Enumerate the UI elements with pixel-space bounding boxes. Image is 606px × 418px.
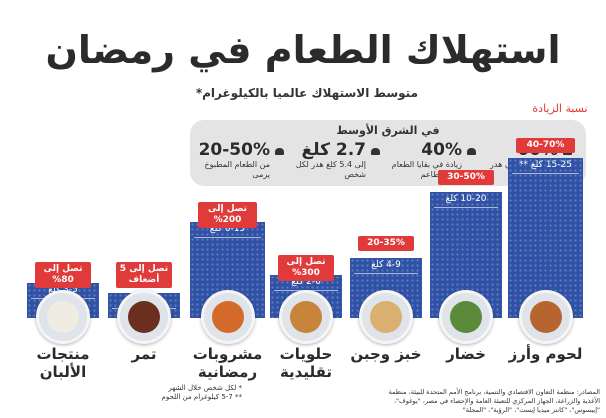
title: استهلاك الطعام في رمضان — [45, 28, 561, 72]
increase-tag: 20-35% — [358, 236, 414, 251]
increase-tag: تصل إلى 80% — [35, 262, 91, 288]
stat-value: 20-50% — [198, 140, 270, 160]
amount-label: 2-6 كلغ — [291, 277, 321, 287]
stat-icon — [371, 148, 380, 155]
food — [128, 301, 160, 333]
stat-value: 2.7 كلغ — [301, 140, 366, 160]
amount-line — [512, 173, 579, 174]
column-name: خضار — [446, 345, 486, 363]
stat-value: 40% — [421, 140, 462, 160]
food — [47, 301, 79, 333]
plate — [36, 290, 90, 344]
middle-east-title: في الشرق الأوسط — [336, 124, 440, 137]
stat-icon — [467, 148, 476, 155]
plate — [518, 290, 573, 344]
stat: 2.7 كلغ إلى 5.4 كلغ هدر لكل شخص — [284, 140, 380, 182]
food — [211, 301, 244, 333]
plate — [279, 290, 333, 344]
food — [370, 301, 402, 333]
sources: المصادر: منظمة التعاون الاقتصادي والتنمي… — [388, 388, 600, 414]
column-name: مشروبات رمضانية — [192, 345, 263, 381]
increase-tag: تصل إلى 300% — [278, 255, 334, 281]
plate — [439, 290, 493, 344]
amount-line — [354, 273, 418, 274]
bar: 15-25 كلغ ** — [508, 158, 583, 318]
amount-label: 4-9 كلغ — [371, 260, 401, 270]
stat-text: إلى 5.4 كلغ هدر لكل شخص — [295, 160, 366, 179]
column-name: خبز وجبن — [350, 345, 422, 363]
footnote: * لكل شخص خلال الشهر — [168, 384, 242, 392]
column-name: تمر — [131, 345, 157, 363]
amount-label: 6-15 كلغ — [209, 224, 246, 234]
column-name: حلويات تقليدية — [279, 345, 333, 381]
column-name: منتجات الألبان — [36, 345, 90, 381]
amount-label: 10-20 كلغ — [445, 194, 487, 204]
footnote: ** 5-7 كيلوغرام من اللحوم — [161, 393, 242, 401]
plate — [359, 290, 413, 344]
food — [529, 301, 562, 333]
increase-tag: تصل إلى 200% — [198, 202, 257, 228]
stat: 20-50% من الطعام المطبوخ يرمى — [188, 140, 284, 182]
increase-tag: 30-50% — [438, 170, 494, 185]
increase-tag: تصل إلى 5 أضعاف — [116, 262, 172, 288]
food — [450, 301, 482, 333]
amount-line — [194, 237, 261, 238]
column-name: لحوم وأرز — [508, 345, 583, 363]
plate — [117, 290, 171, 344]
amount-label: 15-25 كلغ ** — [519, 160, 572, 170]
stat-text: من الطعام المطبوخ يرمى — [204, 160, 271, 179]
stat-icon — [275, 148, 284, 155]
increase-tag: 40-70% — [516, 138, 575, 153]
food — [290, 301, 322, 333]
amount-line — [434, 207, 498, 208]
plate — [200, 290, 255, 344]
increase-heading: نسبة الزيادة — [532, 102, 588, 115]
footnotes: * لكل شخص خلال الشهر ** 5-7 كيلوغرام من … — [132, 384, 242, 402]
subtitle: متوسط الاستهلاك عالميا بالكيلوغرام* — [195, 86, 418, 100]
